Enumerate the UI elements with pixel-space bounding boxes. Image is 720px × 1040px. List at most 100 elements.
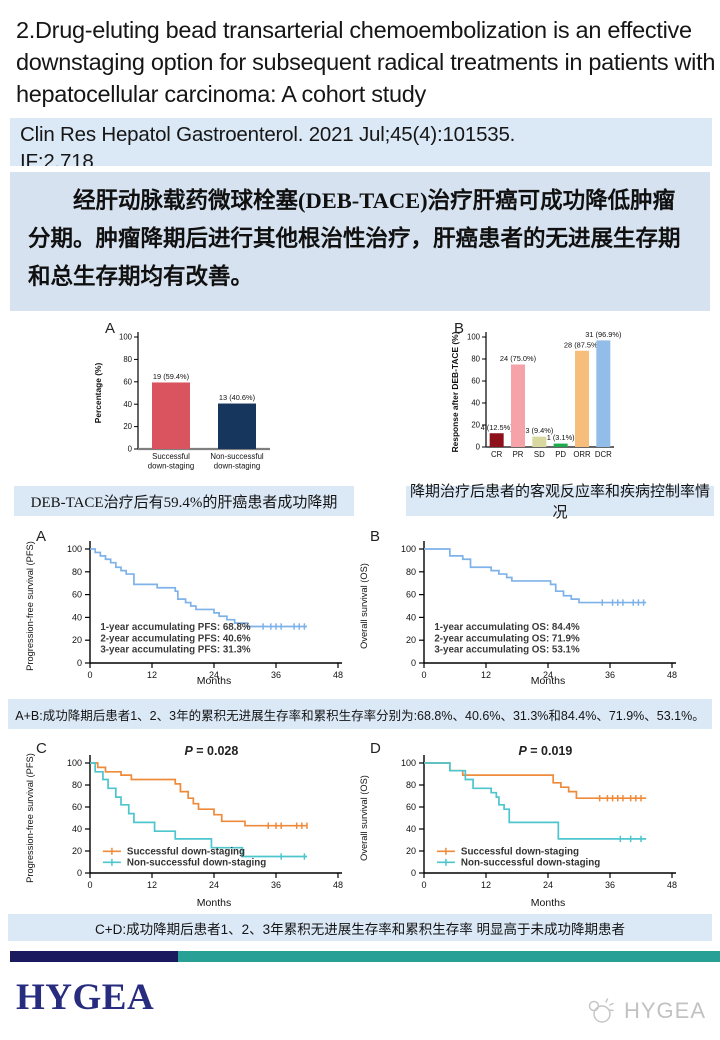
bar-2 [532,436,547,447]
svg-text:31 (96.9%): 31 (96.9%) [585,330,621,339]
svg-text:0: 0 [421,670,426,680]
caption-bar-left: DEB-TACE治疗后有59.4%的肝癌患者成功降期 [14,486,354,516]
svg-text:2-year accumulating OS: 71.9%: 2-year accumulating OS: 71.9% [434,633,580,644]
svg-text:40: 40 [406,612,416,622]
bar-3 [553,443,568,447]
svg-text:20: 20 [72,635,82,645]
svg-text:60: 60 [406,802,416,812]
svg-text:P = 0.028: P = 0.028 [184,744,238,758]
svg-text:60: 60 [72,590,82,600]
svg-text:80: 80 [406,567,416,577]
caption-bar-right: 降期治疗后患者的客观反应率和疾病控制率情况 [406,484,714,521]
svg-text:1-year accumulating PFS: 68.8%: 1-year accumulating PFS: 68.8% [100,622,251,633]
svg-text:60: 60 [406,590,416,600]
svg-text:0: 0 [128,445,133,454]
bar-1 [218,403,256,449]
svg-text:12: 12 [147,880,157,890]
svg-text:20: 20 [123,422,132,431]
svg-text:20: 20 [406,846,416,856]
svg-text:12: 12 [481,880,491,890]
km-series-1 [90,762,307,858]
km-curve-pfs-by-group: 0 20 40 60 80 100 0 12 24 36 48 Months Progression-f… [20,733,354,916]
citation-banner: Clin Res Hepatol Gastroenterol. 2021 Jul… [10,118,712,166]
svg-text:ORR: ORR [573,450,591,459]
svg-text:60: 60 [72,802,82,812]
svg-text:PR: PR [513,450,524,459]
citation-line-2: IF:2.718 [20,150,94,166]
km-curve-os-all: 0 20 40 60 80 100 0 12 24 36 48 Months Overall survi… [354,521,688,694]
svg-text:80: 80 [406,780,416,790]
svg-text:24: 24 [209,670,219,680]
svg-text:A: A [105,320,115,337]
bar-1 [511,364,525,447]
svg-text:4 (12.5%): 4 (12.5%) [481,423,513,432]
svg-text:Response after DEB-TACE (%): Response after DEB-TACE (%) [450,331,460,452]
svg-text:Non-successful down-staging: Non-successful down-staging [127,857,266,868]
svg-text:48: 48 [333,670,343,680]
svg-text:12: 12 [147,670,157,680]
svg-text:40: 40 [123,400,132,409]
svg-text:20: 20 [406,635,416,645]
hygea-logo: HYGEA [16,977,155,1018]
svg-text:2-year accumulating PFS: 40.6%: 2-year accumulating PFS: 40.6% [100,633,251,644]
watermark-text: HYGEA [623,998,706,1023]
svg-text:40: 40 [406,824,416,834]
svg-text:100: 100 [67,544,82,554]
footer-divider-navy [10,951,178,962]
km-series-0 [424,548,647,604]
svg-text:PD: PD [555,450,566,459]
bar-chart-response-rates: 0 20 40 60 80 100 4 (12.5%) CR 24 (75.0%) PR 3 (9.… [428,317,716,486]
svg-text:Non-successful: Non-successful [210,452,264,461]
bar-0 [489,433,504,447]
svg-text:60: 60 [471,377,480,386]
svg-text:24 (75.0%): 24 (75.0%) [500,354,536,363]
svg-text:0: 0 [87,880,92,890]
svg-text:0: 0 [411,868,416,878]
caption-km-ab: A+B:成功降期后患者1、2、3年的累积无进展生存率和累积生存率分别为:68.8… [8,699,712,729]
citation-line-1: Clin Res Hepatol Gastroenterol. 2021 Jul… [20,123,516,146]
svg-text:Successful down-staging: Successful down-staging [127,846,245,857]
svg-text:48: 48 [333,880,343,890]
svg-text:down-staging: down-staging [148,462,194,471]
svg-text:Successful: Successful [152,452,190,461]
svg-text:0: 0 [87,670,92,680]
svg-text:Non-successful down-staging: Non-successful down-staging [461,857,600,868]
summary-box: 经肝动脉载药微球栓塞(DEB-TACE)治疗肝癌可成功降低肿瘤分期。肿瘤降期后进… [10,172,710,311]
svg-text:Months: Months [531,897,565,909]
svg-text:24: 24 [543,670,553,680]
svg-text:36: 36 [605,670,615,680]
svg-text:3-year accumulating OS: 53.1%: 3-year accumulating OS: 53.1% [434,645,580,656]
svg-text:P = 0.019: P = 0.019 [518,744,572,758]
svg-text:0: 0 [421,880,426,890]
svg-text:B: B [454,320,464,337]
page-title: 2.Drug-eluting bead transarterial chemoe… [16,17,716,107]
svg-text:60: 60 [123,377,132,386]
svg-text:40: 40 [72,824,82,834]
svg-text:0: 0 [411,658,416,668]
svg-text:1-year accumulating OS: 84.4%: 1-year accumulating OS: 84.4% [434,622,580,633]
svg-text:80: 80 [123,355,132,364]
footer-divider [10,951,720,962]
km-series-0 [90,548,307,628]
svg-text:A: A [36,528,46,545]
svg-text:100: 100 [401,758,416,768]
svg-text:80: 80 [72,567,82,577]
summary-text: 经肝动脉载药微球栓塞(DEB-TACE)治疗肝癌可成功降低肿瘤分期。肿瘤降期后进… [28,188,681,289]
svg-text:0: 0 [77,868,82,878]
km-curve-os-by-group: 0 20 40 60 80 100 0 12 24 36 48 Months Overall survi… [354,733,688,916]
svg-text:20: 20 [72,846,82,856]
bar-5 [596,340,611,447]
svg-text:3 (9.4%): 3 (9.4%) [525,426,553,435]
svg-text:0: 0 [77,658,82,668]
svg-text:100: 100 [401,544,416,554]
svg-text:0: 0 [476,443,481,452]
svg-text:Overall survival (OS): Overall survival (OS) [359,563,369,649]
svg-text:3-year accumulating PFS: 31.3%: 3-year accumulating PFS: 31.3% [100,645,251,656]
svg-text:C: C [36,740,47,757]
svg-text:12: 12 [481,670,491,680]
svg-text:48: 48 [667,880,677,890]
svg-text:Successful down-staging: Successful down-staging [461,846,579,857]
svg-text:40: 40 [72,612,82,622]
km-series-0 [424,762,647,800]
